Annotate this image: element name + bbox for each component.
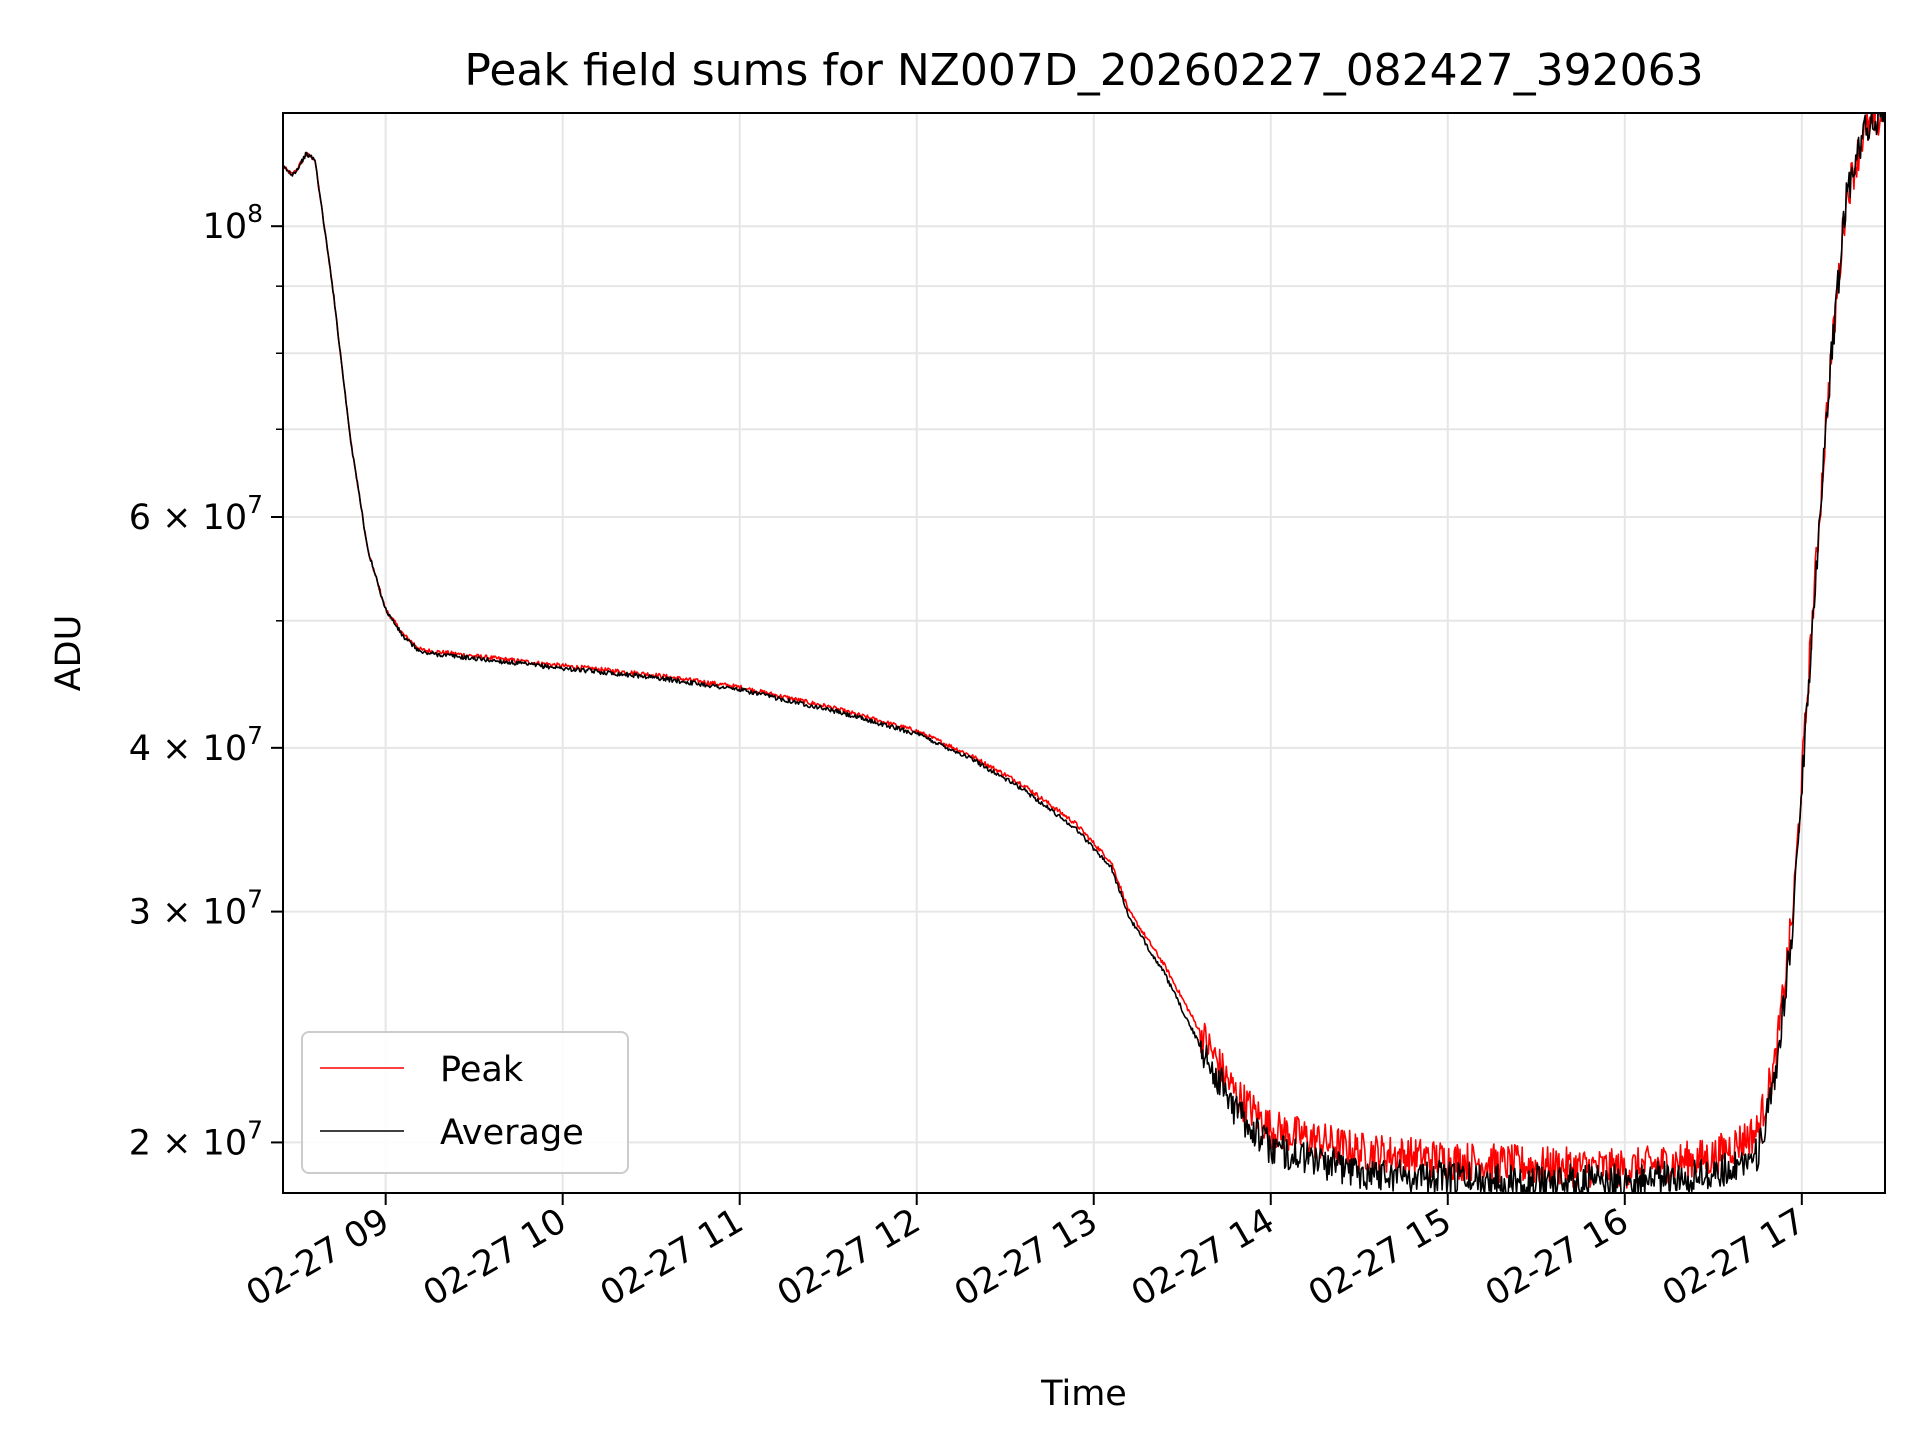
x-tick-label: 02-27 17 [1656,1201,1812,1314]
grid-lines [283,113,1885,1193]
series-line-average [283,113,1885,1193]
x-tick-label: 02-27 15 [1302,1201,1458,1314]
x-tick-label: 02-27 13 [948,1201,1104,1314]
series-line-peak [283,113,1885,1189]
legend: Peak Average [301,1031,629,1174]
legend-label-average: Average [440,1113,584,1153]
y-tick-label: 2 × 107 [129,1115,263,1163]
x-tick-label: 02-27 10 [417,1201,573,1314]
y-axis-label: ADU [49,615,89,692]
y-tick-label: 108 [203,199,263,247]
series-layer [283,113,1885,1193]
y-tick-label: 4 × 107 [129,721,263,769]
plot-frame [282,112,1886,1194]
x-tick-label: 02-27 16 [1479,1201,1635,1314]
x-tick-label: 02-27 12 [771,1201,927,1314]
x-tick-label: 02-27 11 [594,1201,750,1314]
x-tick-label: 02-27 14 [1125,1201,1281,1314]
x-axis-label: Time [1040,1374,1127,1414]
legend-label-peak: Peak [440,1050,524,1090]
chart-title: Peak field sums for NZ007D_20260227_0824… [464,45,1703,96]
x-tick-label: 02-27 09 [240,1201,396,1314]
y-tick-label: 3 × 107 [129,885,263,933]
y-tick-label: 6 × 107 [129,490,263,538]
